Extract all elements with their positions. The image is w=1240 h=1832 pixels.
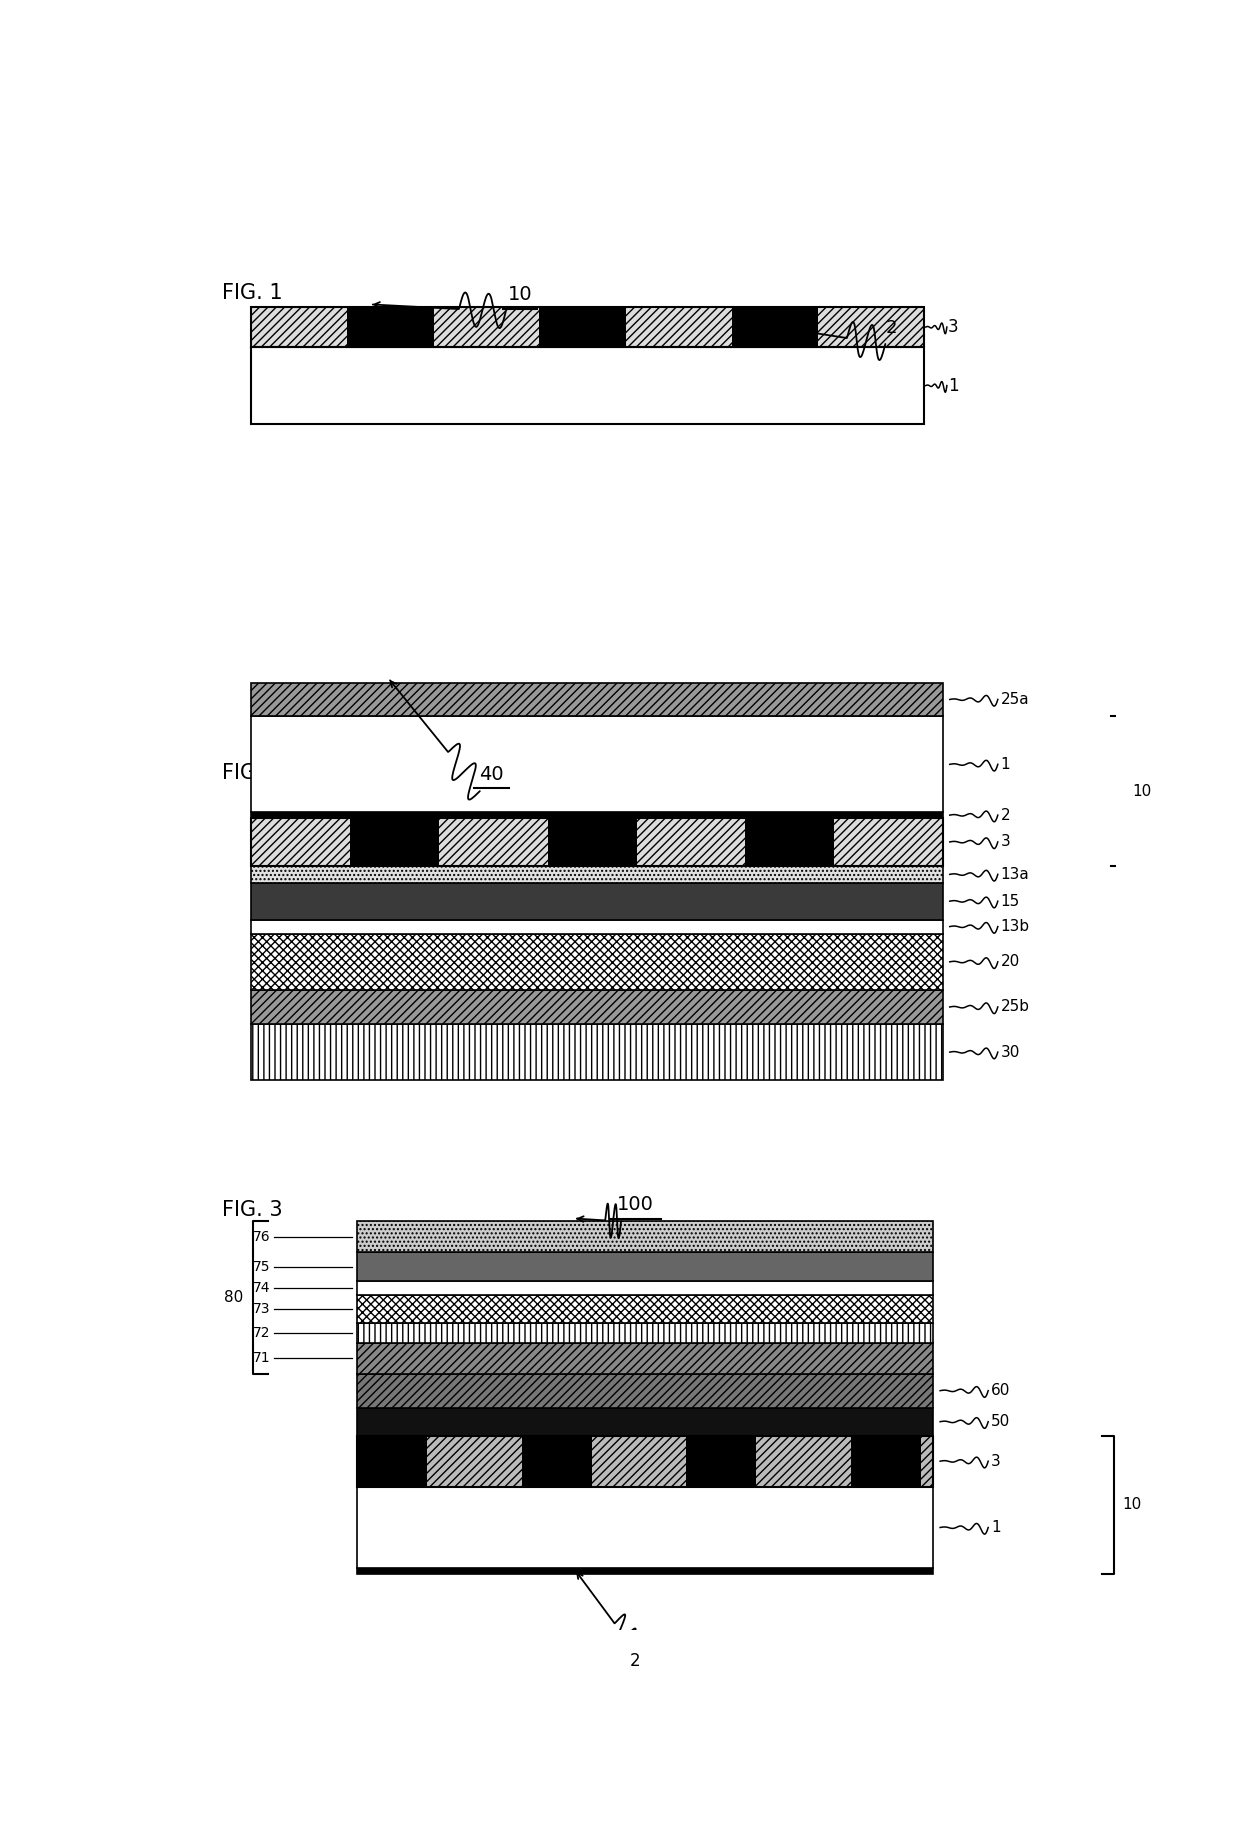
Bar bbox=[357, 1407, 934, 1436]
Text: 50: 50 bbox=[991, 1414, 1011, 1429]
Text: 25a: 25a bbox=[1001, 692, 1029, 707]
Text: 60: 60 bbox=[991, 1383, 1011, 1398]
Bar bbox=[357, 1295, 934, 1323]
Text: 72: 72 bbox=[253, 1326, 270, 1339]
Bar bbox=[357, 1436, 427, 1486]
Text: 1: 1 bbox=[1001, 757, 1011, 771]
Bar bbox=[250, 934, 942, 989]
Text: 10: 10 bbox=[1122, 1497, 1142, 1513]
Text: 75: 75 bbox=[253, 1260, 270, 1273]
Text: 1: 1 bbox=[991, 1521, 1001, 1535]
Bar bbox=[250, 867, 942, 883]
Text: 73: 73 bbox=[253, 1303, 270, 1315]
Text: 13b: 13b bbox=[1001, 920, 1029, 934]
Bar bbox=[357, 1374, 934, 1407]
Text: 2: 2 bbox=[885, 319, 897, 337]
Bar bbox=[357, 1222, 934, 1253]
Text: 13a: 13a bbox=[1001, 867, 1029, 881]
Bar bbox=[539, 308, 626, 346]
Text: 20: 20 bbox=[1001, 954, 1021, 969]
Text: 74: 74 bbox=[253, 1281, 270, 1295]
Text: FIG. 1: FIG. 1 bbox=[222, 284, 283, 304]
Text: 71: 71 bbox=[253, 1352, 270, 1365]
Text: 1: 1 bbox=[947, 377, 959, 394]
Bar bbox=[250, 716, 942, 812]
Bar bbox=[250, 346, 924, 425]
Bar bbox=[250, 883, 942, 920]
Bar bbox=[522, 1436, 591, 1486]
Text: 3: 3 bbox=[1001, 834, 1011, 850]
Text: 76: 76 bbox=[253, 1229, 270, 1244]
Text: 40: 40 bbox=[479, 766, 503, 784]
Bar bbox=[357, 1436, 934, 1486]
Bar bbox=[357, 1323, 934, 1343]
Bar bbox=[357, 1281, 934, 1295]
Bar bbox=[250, 920, 942, 934]
Text: FIG. 3: FIG. 3 bbox=[222, 1200, 283, 1220]
Bar bbox=[250, 812, 942, 817]
Bar bbox=[250, 308, 924, 346]
Text: 100: 100 bbox=[618, 1194, 653, 1215]
Bar bbox=[250, 817, 942, 867]
Text: 2: 2 bbox=[630, 1652, 641, 1669]
Text: 80: 80 bbox=[224, 1290, 243, 1304]
Bar bbox=[250, 817, 942, 867]
Text: FIG. 2: FIG. 2 bbox=[222, 762, 283, 782]
Text: 10: 10 bbox=[1132, 784, 1152, 799]
Text: 30: 30 bbox=[1001, 1044, 1021, 1059]
Bar bbox=[357, 1436, 934, 1486]
Bar bbox=[250, 683, 942, 716]
Bar bbox=[357, 1568, 934, 1574]
Bar bbox=[347, 308, 434, 346]
Text: 10: 10 bbox=[508, 286, 532, 304]
Text: 2: 2 bbox=[1001, 808, 1011, 823]
Bar bbox=[250, 989, 942, 1024]
Bar bbox=[548, 817, 636, 867]
Bar bbox=[732, 308, 818, 346]
Bar bbox=[357, 1253, 934, 1281]
Text: 25b: 25b bbox=[1001, 1000, 1029, 1015]
Bar bbox=[851, 1436, 921, 1486]
Text: 3: 3 bbox=[947, 319, 959, 335]
Bar bbox=[745, 817, 835, 867]
Bar bbox=[250, 308, 924, 346]
Bar bbox=[250, 1024, 942, 1081]
Bar bbox=[357, 1486, 934, 1568]
Text: 15: 15 bbox=[1001, 894, 1021, 909]
Bar bbox=[350, 817, 439, 867]
Bar bbox=[686, 1436, 756, 1486]
Text: 3: 3 bbox=[991, 1455, 1001, 1469]
Bar bbox=[357, 1343, 934, 1374]
